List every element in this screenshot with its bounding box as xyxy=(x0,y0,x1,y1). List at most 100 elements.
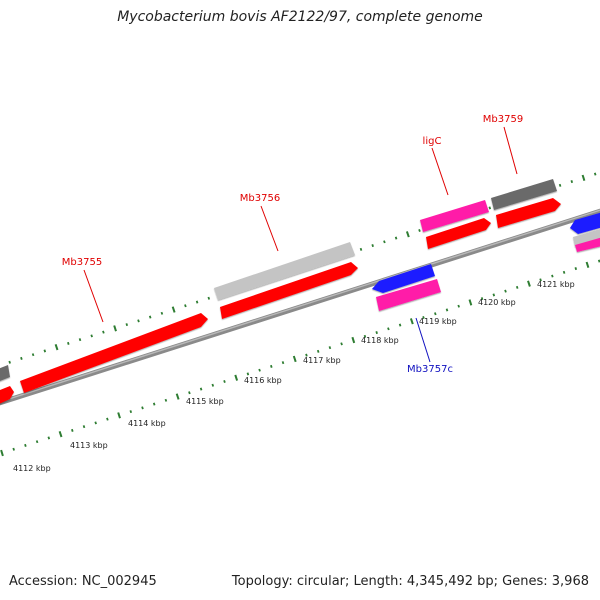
lower-track-tick xyxy=(82,425,86,429)
lower-track-tick xyxy=(539,278,542,282)
gene-arrow-mb3755 xyxy=(20,313,208,393)
lower-track-tick xyxy=(574,267,578,271)
lower-track-tick xyxy=(0,449,4,457)
scale-label-4116: 4116 kbp xyxy=(244,376,282,385)
lower-track-tick xyxy=(58,430,63,438)
lower-track-tick xyxy=(281,361,285,365)
lower-track-tick xyxy=(106,417,109,421)
lower-track-tick xyxy=(292,355,297,363)
lower-track-tick xyxy=(422,316,425,319)
lower-track-tick xyxy=(223,380,226,383)
map-title: Mycobacterium bovis AF2122/97, complete … xyxy=(117,9,483,25)
upper-track-tick xyxy=(405,231,410,238)
lower-track-tick xyxy=(434,312,437,316)
lower-track-tick xyxy=(492,293,496,297)
upper-track-tick xyxy=(113,325,117,332)
upper-track-tick xyxy=(137,319,140,323)
genome-backbone xyxy=(0,208,600,406)
gene-arrow-mb3756-gray xyxy=(214,242,355,300)
gene-arrow-right-edge-blue xyxy=(570,212,600,234)
lower-track-tick xyxy=(71,428,74,432)
lower-track-tick xyxy=(597,259,600,263)
lower-track-tick xyxy=(515,285,519,289)
scale-label-4117: 4117 kbp xyxy=(303,356,341,365)
upper-track-tick xyxy=(581,174,586,182)
lower-track-tick xyxy=(129,410,133,414)
lower-track-tick xyxy=(504,289,507,293)
lower-track-tick xyxy=(141,406,144,410)
upper-track-tick xyxy=(102,330,105,334)
scale-label-4115: 4115 kbp xyxy=(186,397,224,406)
scale-label-4113: 4113 kbp xyxy=(70,441,108,450)
lower-track-tick xyxy=(387,327,390,331)
lower-track-tick xyxy=(211,383,215,387)
upper-track-tick xyxy=(54,343,59,351)
gene-label-mb3759: Mb3759 xyxy=(483,114,523,125)
upper-track-tick xyxy=(558,183,562,187)
gene-label-ligc: ligC xyxy=(423,136,442,147)
lower-track-tick xyxy=(164,398,168,402)
upper-track-tick xyxy=(90,334,93,338)
scale-label-4118: 4118 kbp xyxy=(361,336,399,345)
upper-track-tick xyxy=(160,311,164,315)
lower-track-tick xyxy=(24,443,27,447)
upper-track-tick xyxy=(371,244,374,248)
leader-line-mb3759 xyxy=(503,126,518,175)
lower-track-tick xyxy=(199,387,203,391)
lower-track-tick xyxy=(316,349,320,353)
gene-arrow-mb3759 xyxy=(496,198,561,228)
gene-arrow-ligc xyxy=(420,200,489,232)
gene-arrow-mb3757c-blue xyxy=(372,264,435,293)
leader-line-mb3757c xyxy=(415,317,431,363)
lower-track-tick xyxy=(152,402,156,406)
lower-track-tick xyxy=(398,323,402,327)
gene-arrow-left-edge-dark xyxy=(0,365,10,381)
lower-track-tick xyxy=(270,364,273,368)
genome-backbone-highlight xyxy=(0,209,600,403)
upper-track-tick xyxy=(359,247,363,251)
upper-track-tick xyxy=(31,353,35,357)
gene-label-mb3757c: Mb3757c xyxy=(407,364,453,375)
leader-line-ligc xyxy=(431,147,449,196)
leader-line-mb3756 xyxy=(260,205,279,252)
upper-track-tick xyxy=(171,306,176,313)
lower-track-tick xyxy=(340,342,343,346)
upper-track-tick xyxy=(8,360,11,364)
upper-track-tick xyxy=(148,315,152,319)
gene-arrow-right-edge-pink xyxy=(575,237,600,252)
scale-label-4120: 4120 kbp xyxy=(478,298,516,307)
upper-track-tick xyxy=(67,341,70,345)
lower-track-tick xyxy=(305,353,308,357)
upper-track-tick xyxy=(20,356,23,360)
lower-track-tick xyxy=(258,368,261,372)
lower-track-tick xyxy=(445,308,449,312)
lower-track-tick xyxy=(551,274,554,278)
lower-track-tick xyxy=(562,270,566,274)
scale-label-4114: 4114 kbp xyxy=(128,419,166,428)
lower-tick-track xyxy=(0,259,600,457)
lower-track-tick xyxy=(585,261,590,269)
genome-summary-text: Topology: circular; Length: 4,345,492 bp… xyxy=(231,574,589,589)
gene-label-mb3756: Mb3756 xyxy=(240,193,280,204)
lower-track-tick xyxy=(117,412,121,419)
lower-track-tick xyxy=(328,346,332,350)
lower-track-tick xyxy=(188,391,191,395)
upper-track-tick xyxy=(78,338,82,342)
gene-arrow-ligc-red xyxy=(426,218,491,249)
lower-track-tick xyxy=(47,436,51,440)
lower-track-tick xyxy=(409,318,414,325)
upper-track-tick xyxy=(184,304,187,308)
lower-track-tick xyxy=(246,372,250,376)
lower-track-tick xyxy=(351,336,356,344)
upper-track-tick xyxy=(195,300,199,304)
upper-track-tick xyxy=(207,296,211,300)
lower-track-tick xyxy=(363,334,367,338)
upper-track-tick xyxy=(488,206,492,210)
lower-track-tick xyxy=(468,299,473,306)
lower-track-tick xyxy=(94,421,97,425)
gene-label-mb3755: Mb3755 xyxy=(62,257,102,268)
upper-track-tick xyxy=(43,349,47,353)
gene-arrow-right-edge-gray xyxy=(573,228,600,247)
upper-track-tick xyxy=(593,172,597,176)
